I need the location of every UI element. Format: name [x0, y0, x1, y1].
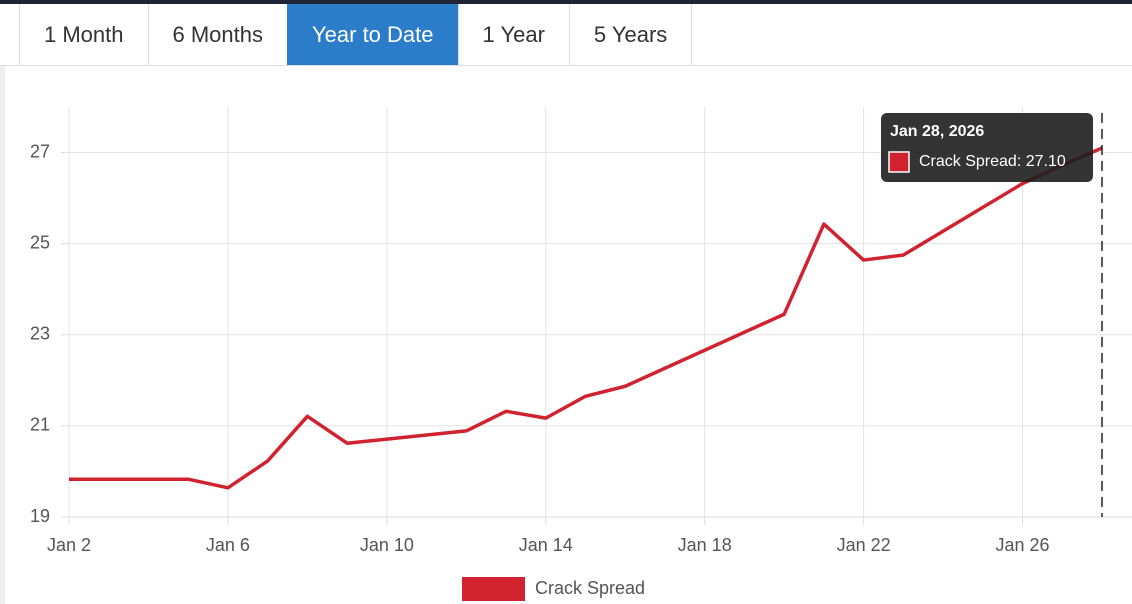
- divider: [0, 65, 1132, 66]
- tooltip-box: [881, 113, 1093, 182]
- x-tick-label: Jan 6: [206, 535, 250, 555]
- tooltip: Jan 28, 2026 Crack Spread: 27.10: [881, 113, 1093, 182]
- tooltip-swatch: [888, 151, 910, 173]
- x-tick-label: Jan 14: [519, 535, 573, 555]
- x-tick-label: Jan 10: [360, 535, 414, 555]
- y-tick-label: 27: [30, 141, 50, 161]
- range-tab[interactable]: 6 Months: [147, 4, 288, 66]
- y-tick-label: 21: [30, 415, 50, 435]
- x-tick-label: Jan 2: [47, 535, 91, 555]
- tooltip-text: Crack Spread: 27.10: [919, 153, 1066, 170]
- x-tick-label: Jan 18: [678, 535, 732, 555]
- y-tick-label: 19: [30, 506, 50, 526]
- legend-label: Crack Spread: [535, 578, 645, 598]
- top-bar: [0, 0, 1132, 4]
- range-tab[interactable]: 5 Years: [568, 4, 693, 66]
- legend-swatch: [462, 577, 525, 601]
- range-tab[interactable]: 1 Month: [19, 4, 149, 66]
- tab-bar: 1 Month 6 Months Year to Date 1 Year 5 Years: [19, 4, 693, 66]
- x-tick-label: Jan 22: [837, 535, 891, 555]
- data-line: [69, 146, 1103, 490]
- y-tick-label: 25: [30, 232, 50, 252]
- tooltip-title: Jan 28, 2026: [890, 123, 984, 140]
- side-border: [0, 66, 5, 604]
- x-tick-label: Jan 26: [996, 535, 1050, 555]
- y-tick-label: 23: [30, 324, 50, 344]
